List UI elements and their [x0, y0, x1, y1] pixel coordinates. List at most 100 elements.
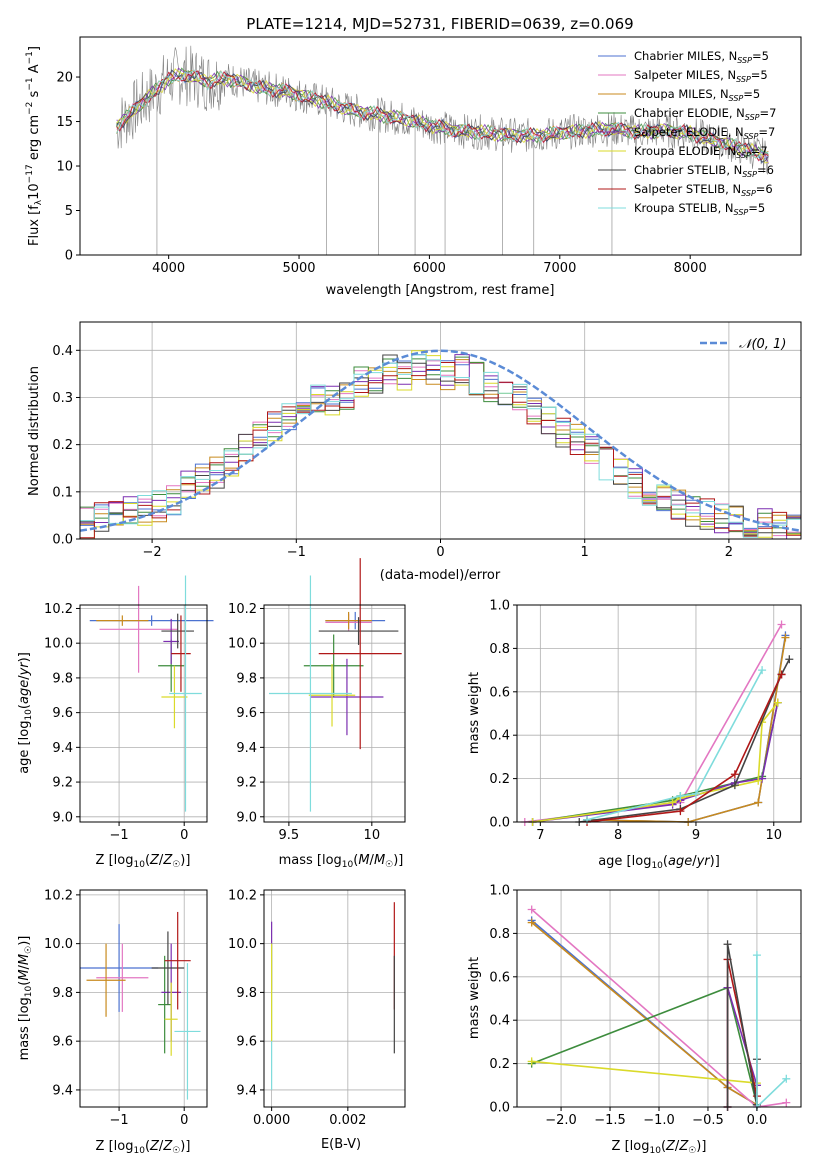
y-tick-label: 9.6: [52, 1035, 73, 1050]
weight-line: [586, 669, 763, 821]
age-vs-mass-xlabel: mass [log10(M/M☉)]: [279, 853, 404, 870]
x-tick-label: −0.5: [692, 1113, 724, 1128]
y-tick-label: 20: [56, 71, 73, 86]
y-tick-label: 10.2: [44, 602, 73, 617]
weight-marker: [777, 670, 786, 679]
y-tick-label: 0.2: [52, 438, 73, 453]
massweight-vs-z-ylabel: mass weight: [467, 957, 482, 1039]
y-tick-label: 9.4: [52, 1083, 73, 1098]
x-tick-label: 9: [692, 828, 700, 843]
x-tick-label: 7000: [543, 261, 576, 276]
weight-marker: [676, 791, 685, 800]
y-tick-label: 10.0: [44, 637, 73, 652]
y-tick-label: 0.6: [489, 685, 510, 700]
x-tick-label: −1.5: [594, 1113, 626, 1128]
weight-marker: [754, 798, 763, 807]
normal-curve: [79, 349, 802, 532]
y-tick-label: 1.0: [489, 884, 510, 899]
y-tick-label: 10.2: [228, 602, 257, 617]
mass-vs-z-ylabel: mass [log10(M/M☉)]: [17, 936, 34, 1061]
y-tick-label: 0.8: [489, 642, 510, 657]
spectrum-panel: PLATE=1214, MJD=52731, FIBERID=0639, z=0…: [25, 15, 802, 298]
x-tick-label: 0: [180, 828, 188, 843]
spectrum-xlabel: wavelength [Angstrom, rest frame]: [326, 283, 555, 298]
y-tick-label: 9.0: [236, 810, 257, 825]
y-tick-label: 10.2: [228, 888, 257, 903]
weight-marker: [782, 1098, 791, 1107]
x-tick-label: 5000: [282, 261, 315, 276]
x-tick-label: 10: [765, 828, 782, 843]
y-tick-label: 10.0: [44, 937, 73, 952]
weight-line: [756, 955, 787, 1109]
weight-marker: [730, 781, 739, 790]
spectrum-legend: Chabrier MILES, NSSP=5 Salpeter MILES, NS…: [598, 49, 776, 217]
weight-marker: [676, 807, 685, 816]
y-tick-label: 0.2: [489, 1057, 510, 1072]
legend-label: Chabrier STELIB, NSSP=6: [634, 163, 774, 179]
x-tick-label: 10: [364, 828, 381, 843]
age-vs-z-xlabel: Z [log10(Z/Z☉)]: [96, 853, 191, 870]
y-tick-label: 0.0: [489, 1101, 510, 1116]
weight-line: [726, 944, 758, 1107]
x-tick-label: −1: [287, 545, 306, 560]
y-tick-label: 15: [56, 115, 73, 130]
mass-vs-ebv-frame: [263, 889, 406, 1108]
x-tick-label: −2: [143, 545, 162, 560]
y-tick-label: 9.8: [236, 986, 257, 1001]
weight-marker: [527, 918, 536, 927]
y-tick-label: 10: [56, 160, 73, 175]
residuals-xlabel: (data-model)/error: [380, 568, 501, 583]
residual-histogram: [80, 354, 801, 538]
weight-marker: [730, 770, 739, 779]
y-tick-label: 5: [65, 204, 73, 219]
y-tick-label: 0: [65, 249, 73, 264]
x-tick-label: 9.5: [279, 828, 300, 843]
age-vs-z-panel: −1 0 9.0 9.2 9.4 9.6 9.8 10.0 10.2 Z [log10(Z/Z☉…: [17, 575, 214, 870]
weight-marker: [785, 655, 794, 664]
legend-label: Salpeter ELODIE, NSSP=7: [634, 125, 775, 141]
residuals-legend: 𝒩(0, 1): [700, 337, 786, 352]
y-tick-label: 10.0: [228, 637, 257, 652]
x-tick-label: 1: [581, 545, 589, 560]
model-line: [116, 69, 769, 163]
y-tick-label: 9.6: [52, 706, 73, 721]
legend-label: Chabrier MILES, NSSP=5: [634, 49, 769, 65]
legend-label-normal: 𝒩(0, 1): [739, 337, 786, 352]
model-line: [116, 69, 769, 159]
residuals-ylabel: Normed distribution: [27, 366, 42, 496]
x-tick-label: 7: [536, 828, 544, 843]
weight-line: [586, 637, 787, 823]
weight-marker: [782, 1074, 791, 1083]
spectrum-title: PLATE=1214, MJD=52731, FIBERID=0639, z=0…: [246, 15, 633, 33]
x-tick-label: −2.0: [545, 1113, 577, 1128]
weight-marker: [691, 789, 700, 798]
weight-marker: [752, 951, 761, 960]
massweight-vs-z-xlabel: Z [log10(Z/Z☉)]: [612, 1139, 707, 1156]
y-tick-label: 0.8: [489, 927, 510, 942]
y-tick-label: 9.6: [236, 1035, 257, 1050]
massweight-vs-age-ylabel: mass weight: [467, 672, 482, 754]
y-tick-label: 9.8: [52, 986, 73, 1001]
y-tick-label: 0.4: [489, 1014, 510, 1029]
legend-label: Kroupa MILES, NSSP=5: [634, 87, 760, 103]
age-vs-z-ylabel: age [log10(age/yr)]: [17, 652, 34, 774]
mass-vs-z-xlabel: Z [log10(Z/Z☉)]: [96, 1139, 191, 1156]
weight-marker: [777, 620, 786, 629]
weight-marker: [527, 1057, 536, 1066]
x-tick-label: −1: [109, 828, 128, 843]
x-tick-label: 8: [614, 828, 622, 843]
y-tick-label: 0.0: [489, 816, 510, 831]
y-tick-label: 9.4: [52, 741, 73, 756]
x-tick-label: 6000: [413, 261, 446, 276]
y-tick-label: 0.3: [52, 391, 73, 406]
legend-label: Chabrier ELODIE, NSSP=7: [634, 106, 776, 122]
weight-line: [586, 674, 783, 823]
weight-marker: [723, 940, 732, 949]
legend-label: Kroupa ELODIE, NSSP=7: [634, 144, 768, 160]
mass-vs-z-frame: [79, 889, 208, 1108]
mass-vs-ebv-panel: 0.000 0.002 9.4 9.6 9.8 10.0 10.2 E(B-V): [228, 888, 406, 1152]
model-line: [116, 67, 769, 164]
age-vs-mass-frame: [263, 604, 406, 823]
residual-histogram: [80, 359, 801, 532]
y-tick-label: 9.6: [236, 706, 257, 721]
